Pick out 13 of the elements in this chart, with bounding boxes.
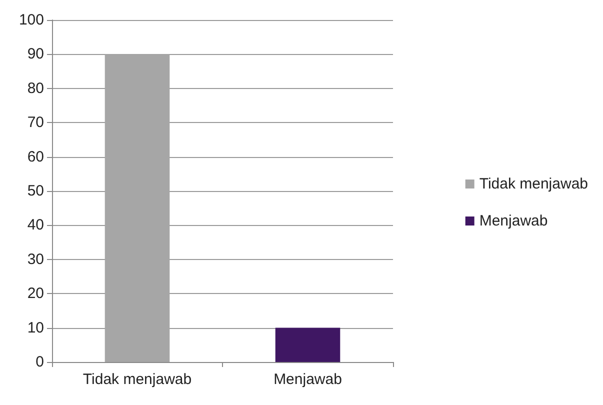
- y-tick-label: 30: [27, 250, 44, 268]
- y-tick-label: 60: [27, 148, 44, 166]
- y-tick-label: 70: [27, 114, 44, 132]
- y-tick-label: 20: [27, 285, 44, 302]
- y-tick-label: 40: [27, 216, 44, 234]
- y-tick-label: 0: [36, 354, 44, 370]
- legend-label: Menjawab: [479, 212, 548, 230]
- y-tick-label: 10: [27, 319, 44, 336]
- legend-label: Tidak menjawab: [479, 176, 588, 192]
- y-tick-label: 50: [27, 182, 44, 200]
- y-tick-label: 90: [27, 46, 44, 63]
- y-tick-label: 100: [18, 12, 44, 28]
- y-tick-label: 80: [27, 80, 44, 97]
